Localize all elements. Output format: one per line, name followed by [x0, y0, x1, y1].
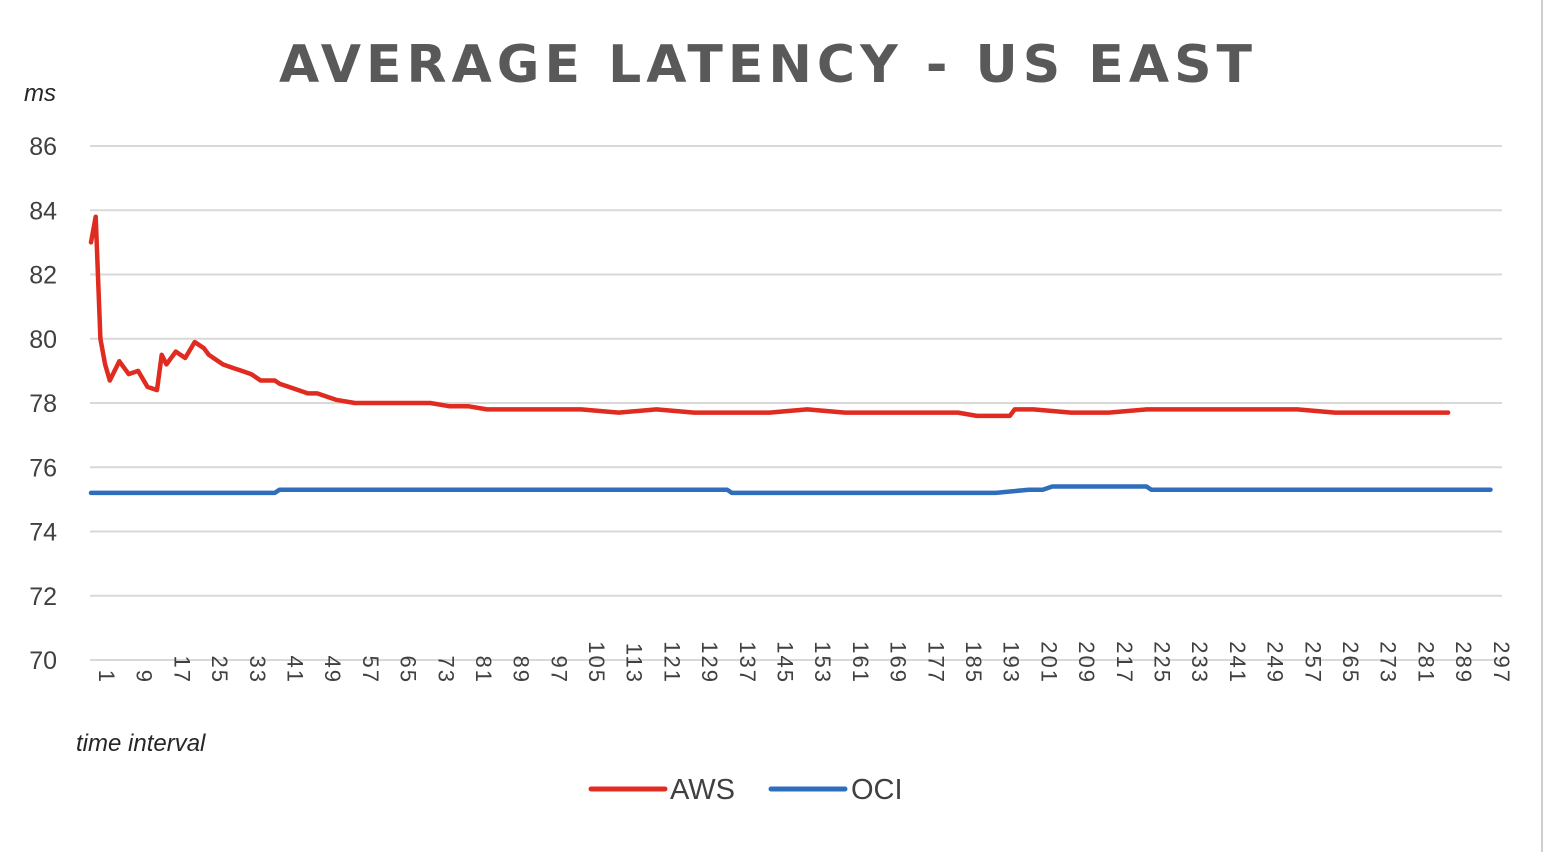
x-tick-label-289: 289	[1451, 641, 1476, 684]
y-tick-label-86: 86	[29, 133, 57, 161]
x-tick-label-201: 201	[1036, 641, 1061, 684]
series-line-aws	[88, 214, 1451, 419]
x-tick-label-65: 65	[396, 656, 421, 684]
x-tick-label-1: 1	[94, 670, 119, 684]
x-tick-label-49: 49	[320, 656, 345, 684]
chart-border-right	[1541, 0, 1543, 852]
x-tick-label-161: 161	[848, 641, 873, 684]
x-tick-label-137: 137	[735, 641, 760, 684]
y-tick-label-82: 82	[29, 262, 57, 290]
legend: AWS OCI	[588, 774, 903, 806]
y-tick-label-74: 74	[29, 519, 57, 547]
legend-label-oci: OCI	[851, 774, 903, 806]
x-tick-label-73: 73	[433, 656, 458, 684]
legend-label-aws: AWS	[670, 774, 735, 806]
x-tick-label-281: 281	[1413, 641, 1438, 684]
x-tick-label-209: 209	[1074, 641, 1099, 684]
x-tick-label-97: 97	[546, 656, 571, 684]
x-tick-label-153: 153	[810, 641, 835, 684]
x-tick-label-25: 25	[207, 656, 232, 684]
x-tick-label-105: 105	[584, 641, 609, 684]
y-tick-label-76: 76	[29, 454, 57, 482]
chart-title: AVERAGE LATENCY - US EAST	[279, 35, 1257, 95]
x-axis-label: time interval	[76, 730, 206, 757]
x-tick-label-233: 233	[1187, 641, 1212, 684]
x-tick-label-177: 177	[923, 641, 948, 684]
x-tick-label-145: 145	[773, 641, 798, 684]
x-tick-label-17: 17	[169, 656, 194, 684]
x-tick-label-257: 257	[1300, 641, 1325, 684]
y-axis-label: ms	[24, 80, 56, 107]
x-tick-label-9: 9	[132, 670, 157, 684]
x-tick-label-217: 217	[1112, 641, 1137, 684]
x-tick-label-265: 265	[1338, 641, 1363, 684]
x-tick-label-81: 81	[471, 656, 496, 684]
x-tick-label-185: 185	[961, 641, 986, 684]
x-tick-label-57: 57	[358, 656, 383, 684]
x-tick-label-33: 33	[245, 656, 270, 684]
x-tick-label-89: 89	[509, 656, 534, 684]
x-tick-label-169: 169	[886, 641, 911, 684]
x-tick-label-241: 241	[1225, 641, 1250, 684]
y-tick-label-70: 70	[29, 647, 57, 675]
y-tick-label-84: 84	[29, 197, 57, 225]
y-tick-label-80: 80	[29, 326, 57, 354]
x-tick-label-249: 249	[1263, 641, 1288, 684]
x-tick-label-129: 129	[697, 641, 722, 684]
y-tick-label-72: 72	[29, 583, 57, 611]
x-tick-label-41: 41	[282, 656, 307, 684]
x-tick-label-121: 121	[659, 641, 684, 684]
x-tick-label-193: 193	[999, 641, 1024, 684]
y-tick-label-78: 78	[29, 390, 57, 418]
series-line-oci	[88, 484, 1493, 496]
x-tick-label-297: 297	[1489, 641, 1514, 684]
x-tick-label-113: 113	[622, 643, 647, 684]
x-tick-label-225: 225	[1149, 641, 1174, 684]
x-tick-label-273: 273	[1376, 641, 1401, 684]
